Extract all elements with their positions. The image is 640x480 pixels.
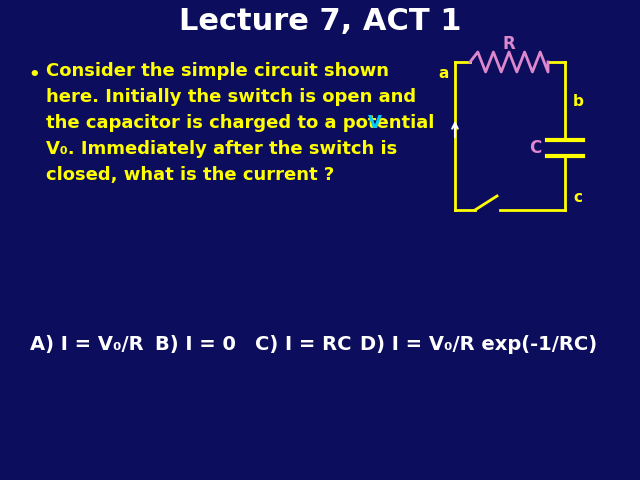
Text: c: c xyxy=(573,191,582,205)
Text: V: V xyxy=(368,114,382,132)
Text: V₀. Immediately after the switch is: V₀. Immediately after the switch is xyxy=(46,140,397,158)
Text: Lecture 7, ACT 1: Lecture 7, ACT 1 xyxy=(179,8,461,36)
Text: D) I = V₀/R exp(-1/RC): D) I = V₀/R exp(-1/RC) xyxy=(360,335,597,354)
Text: a: a xyxy=(438,66,449,81)
Text: Consider the simple circuit shown: Consider the simple circuit shown xyxy=(46,62,389,80)
Text: the capacitor is charged to a potential: the capacitor is charged to a potential xyxy=(46,114,435,132)
Text: B) I = 0: B) I = 0 xyxy=(155,335,236,354)
Text: A) I = V₀/R: A) I = V₀/R xyxy=(30,335,143,354)
Text: here. Initially the switch is open and: here. Initially the switch is open and xyxy=(46,88,416,106)
Text: C: C xyxy=(529,139,541,157)
Text: •: • xyxy=(28,66,40,84)
Text: closed, what is the current ?: closed, what is the current ? xyxy=(46,166,334,184)
Text: b: b xyxy=(573,95,584,109)
Text: R: R xyxy=(502,35,515,53)
Text: C) I = RC: C) I = RC xyxy=(255,335,351,354)
